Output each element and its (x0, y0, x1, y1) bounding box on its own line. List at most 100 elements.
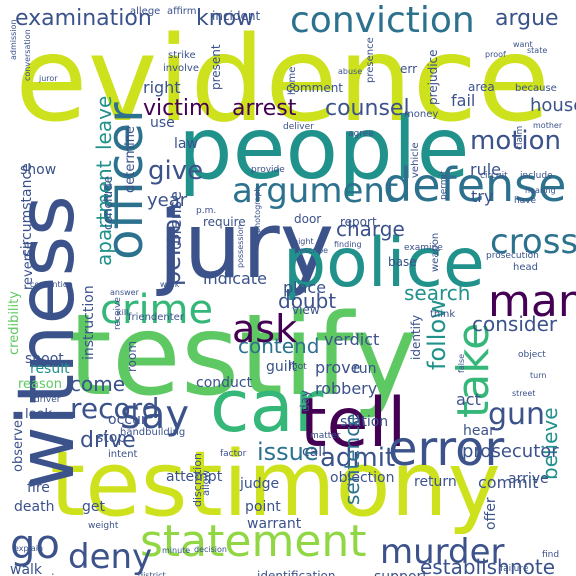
word-law: law (174, 136, 198, 152)
word-man: man (488, 276, 576, 327)
word-counsel: counsel (325, 96, 410, 121)
word-note: note (510, 555, 556, 576)
word-defense: defense (383, 158, 567, 212)
word-friendenter: friendenter (128, 312, 184, 323)
word-jury: jury (158, 192, 335, 299)
word-fire: fire (27, 480, 50, 496)
word-deliver: deliver (283, 122, 314, 132)
word-offense: offense (166, 191, 185, 250)
word-death: death (14, 499, 55, 515)
word-present: present (209, 44, 223, 90)
word-photograph: photograph (253, 186, 262, 234)
word-gun: gun (488, 397, 546, 432)
word-explain: explain (14, 544, 44, 553)
word-conclude: conclude (101, 175, 115, 230)
word-testify: testify (68, 291, 418, 421)
word-charge: charge (336, 217, 405, 241)
word-street: street (512, 389, 536, 398)
word-receive: receive (113, 297, 123, 330)
word-know: know (196, 6, 255, 31)
word-instruction: instruction (81, 285, 97, 360)
word-report: report (340, 215, 377, 229)
word-contention: contention (30, 280, 73, 289)
word-warrant: warrant (247, 516, 302, 532)
word-examine: examine (404, 243, 443, 253)
word-reason: reason (18, 377, 62, 392)
word-evidence: evidence (15, 10, 550, 148)
word-objection: objection (330, 470, 395, 486)
word-walk: walk (10, 562, 43, 576)
word-failure: failure (500, 564, 529, 574)
word-minute: minute (162, 546, 191, 555)
word-hearing: hearing (525, 186, 556, 195)
word-return: return (414, 474, 457, 490)
word-provide: provide (251, 165, 285, 175)
word-weight: weight (88, 521, 119, 531)
word-allow: allow (201, 470, 212, 496)
word-prove: prove (315, 358, 361, 377)
word-leave: leave (92, 95, 116, 150)
word-claim: claim (515, 125, 525, 150)
word-kill: kill (117, 308, 129, 317)
word-incident: incident (212, 9, 261, 23)
word-drive: drive (80, 428, 136, 453)
word-factor: factor (220, 449, 247, 459)
word-call: call (302, 444, 327, 460)
word-robbery: robbery (315, 379, 378, 398)
word-mother: mother (533, 121, 563, 130)
word-establish: establish (420, 555, 510, 576)
word-finding: finding (334, 240, 362, 249)
word-have: have (514, 196, 537, 206)
word-view: view (292, 303, 320, 317)
word-rule: rule (470, 160, 502, 179)
word-involve: involve (163, 63, 200, 74)
word-argue: argue (495, 6, 559, 31)
word-attempt: attempt (166, 469, 223, 485)
word-prosecutor: prosecutor (462, 441, 559, 462)
word-offer: offer (483, 497, 499, 530)
word-find: find (542, 550, 560, 560)
word-people: people (178, 99, 470, 199)
word-occur: occur (108, 412, 147, 428)
word-describe: describe (294, 246, 329, 255)
word-indicate: indicate (203, 269, 267, 288)
word-commit: commit (478, 473, 539, 492)
word-conduct: conduct (196, 375, 253, 391)
word-think: think (430, 309, 456, 320)
word-work: work (160, 280, 180, 289)
word-turn: turn (530, 371, 547, 380)
word-doubt: doubt (278, 289, 337, 313)
word-handbuilding: handbuilding (120, 427, 186, 438)
word-day: day (298, 389, 312, 412)
word-false: false (457, 353, 466, 373)
word-car: car (210, 364, 324, 448)
word-area: area (468, 80, 495, 94)
word-presence: presence (365, 37, 376, 83)
word-circuit: circuit (480, 171, 508, 181)
word-record: record (70, 392, 160, 425)
word-cross: cross (490, 222, 576, 262)
word-deny: deny (68, 537, 153, 576)
word-consider: consider (472, 312, 558, 336)
word-observe: observe (11, 419, 26, 472)
word-strike: strike (168, 50, 196, 61)
word-house: house (530, 95, 576, 116)
word-run: run (353, 361, 377, 377)
word-matter: matter (310, 431, 341, 441)
word-possession: possession (236, 224, 245, 268)
word-proof: proof (485, 50, 506, 59)
word-object: object (518, 350, 546, 360)
word-right: right (143, 78, 181, 97)
word-intent: intent (108, 449, 138, 460)
word-testimony: testimony (50, 432, 501, 537)
word-use: use (150, 115, 175, 131)
word-victim: victim (143, 96, 211, 121)
word-identify: identify (409, 314, 423, 360)
word-support: support (374, 570, 428, 576)
word-juror: juror (39, 74, 58, 83)
word-guilt: guilt (266, 359, 298, 375)
word-review: review (32, 573, 72, 576)
word-place: place (283, 278, 327, 297)
word-ask: ask (232, 307, 298, 351)
word-affirm: affirm (167, 6, 197, 17)
